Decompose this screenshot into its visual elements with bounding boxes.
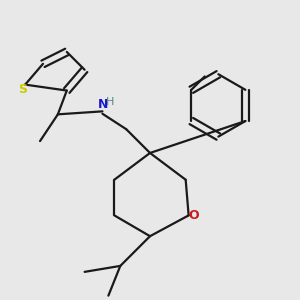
- Text: S: S: [18, 83, 27, 97]
- Text: O: O: [189, 209, 199, 222]
- Text: H: H: [106, 98, 114, 107]
- Text: N: N: [98, 98, 108, 111]
